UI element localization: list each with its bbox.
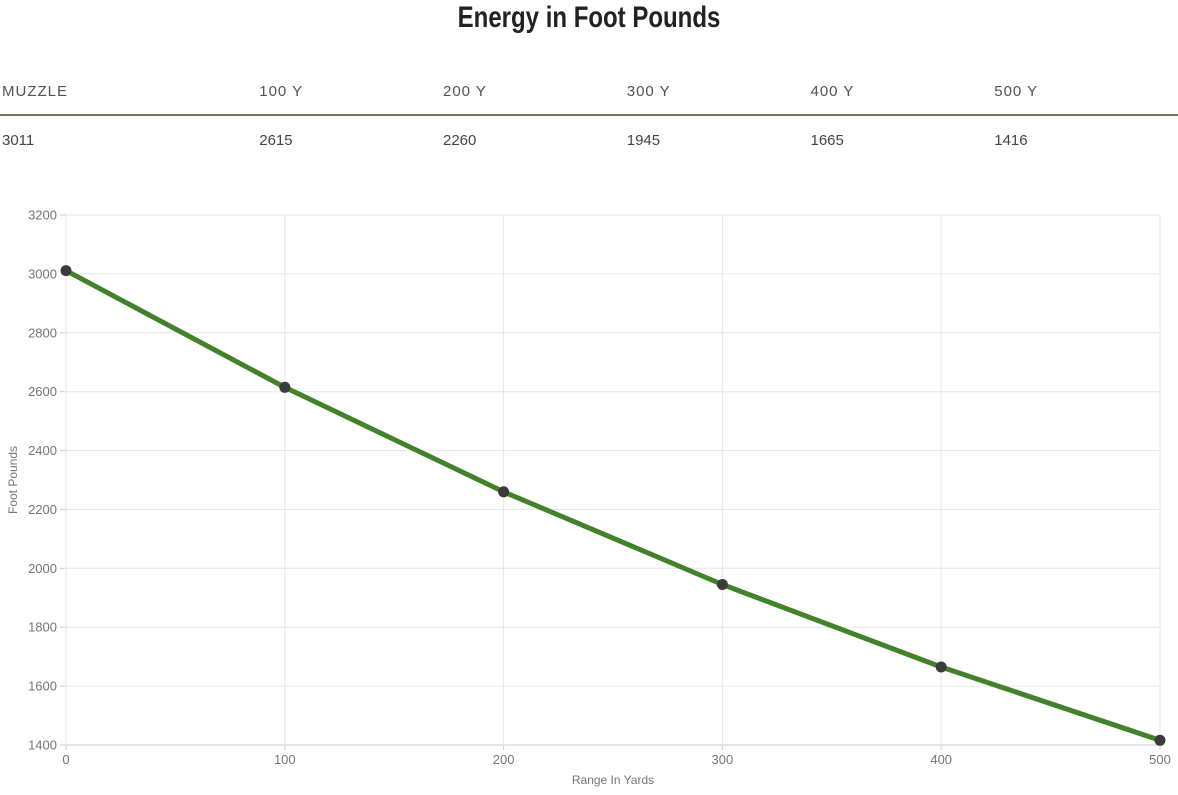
data-point[interactable] — [1154, 734, 1166, 746]
table-header-cell: 100 Y — [259, 83, 304, 100]
table-value-row: 3011 2615 2260 1945 1665 1416 — [0, 116, 1178, 152]
data-point[interactable] — [279, 381, 291, 393]
table-header-cell: 200 Y — [443, 83, 487, 100]
table-value-cell: 1945 — [626, 132, 661, 149]
table-header-cell: 300 Y — [626, 83, 671, 100]
table-value-cell: 1416 — [994, 132, 1028, 149]
x-tick-label: 400 — [930, 752, 952, 767]
x-axis-title: Range In Yards — [572, 773, 654, 787]
x-tick-label: 200 — [493, 752, 515, 767]
x-tick-label: 300 — [712, 752, 734, 767]
y-tick-label: 1800 — [28, 620, 57, 635]
y-tick-label: 2000 — [28, 561, 57, 576]
data-point[interactable] — [716, 579, 728, 590]
table-value-cell: 1665 — [810, 132, 844, 149]
table-value-cell: 3011 — [2, 132, 35, 149]
y-tick-label: 3200 — [28, 208, 57, 223]
energy-chart-svg[interactable]: 1400160018002000220024002600280030003200… — [0, 195, 1178, 795]
energy-chart[interactable]: 1400 1600 1800 2000 2200 2400 2600 2800 3000 3200… — [0, 195, 1178, 795]
data-point[interactable] — [935, 661, 947, 673]
y-tick-label: 1400 — [28, 738, 57, 753]
ballistics-table: MUZZLE 100 Y 200 Y 300 Y 400 Y 500 Y 3011 2615… — [0, 80, 1178, 152]
table-header-row: MUZZLE 100 Y 200 Y 300 Y 400 Y 500 Y — [0, 80, 1178, 116]
x-tick-label: 500 — [1149, 752, 1171, 767]
page-title: Energy in Foot Pounds — [457, 1, 721, 34]
y-tick-label: 2400 — [28, 443, 57, 458]
x-tick-label: 100 — [274, 752, 296, 767]
y-tick-label: 2600 — [28, 384, 57, 399]
data-point[interactable] — [498, 486, 510, 498]
x-tick-label: 0 — [62, 752, 69, 767]
y-tick-label: 2800 — [28, 325, 57, 340]
table-value-cell: 2260 — [443, 132, 477, 149]
y-tick-label: 3000 — [28, 266, 57, 281]
table-header-cell: 500 Y — [994, 83, 1039, 100]
data-point[interactable] — [60, 265, 72, 277]
energy-line — [63, 268, 1163, 743]
y-axis-title: Foot Pounds — [6, 446, 20, 514]
table-header-cell: MUZZLE — [2, 83, 68, 100]
table-header-cell: 400 Y — [810, 83, 855, 100]
table-value-cell: 2615 — [259, 132, 293, 149]
y-tick-label: 1600 — [28, 679, 57, 694]
y-tick-label: 2200 — [28, 502, 57, 517]
